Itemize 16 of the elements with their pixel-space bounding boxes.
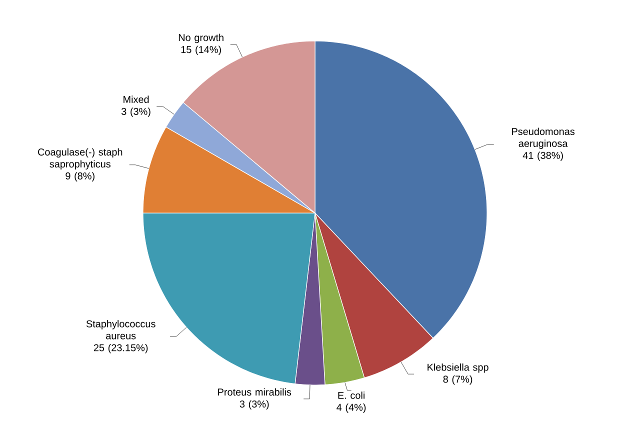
slice-label: Pseudomonas aeruginosa <box>512 128 575 149</box>
slice-label: Coagulase(-) staph saprophyticus <box>38 148 122 170</box>
data-label: 9 (8%) <box>66 172 94 182</box>
data-label: 4 (4%) <box>336 404 366 413</box>
slice-label: Klebsiella spp <box>428 363 488 373</box>
slice-label: No growth <box>178 34 224 44</box>
data-label: 3 (3%) <box>121 108 150 117</box>
slice-label: Staphylococcus aureus <box>86 320 156 340</box>
data-label: 41 (38%) <box>522 152 563 161</box>
slice-label: Mixed <box>124 96 149 103</box>
data-label: 8 (7%) <box>443 375 472 385</box>
slice-label: Proteus mirabilis <box>218 388 292 396</box>
data-label: 15 (14%) <box>181 46 221 56</box>
slice-label: E. coli <box>338 392 364 399</box>
data-label: 3 (3%) <box>240 400 269 410</box>
data-label: 25 (23.15%) <box>94 344 148 354</box>
